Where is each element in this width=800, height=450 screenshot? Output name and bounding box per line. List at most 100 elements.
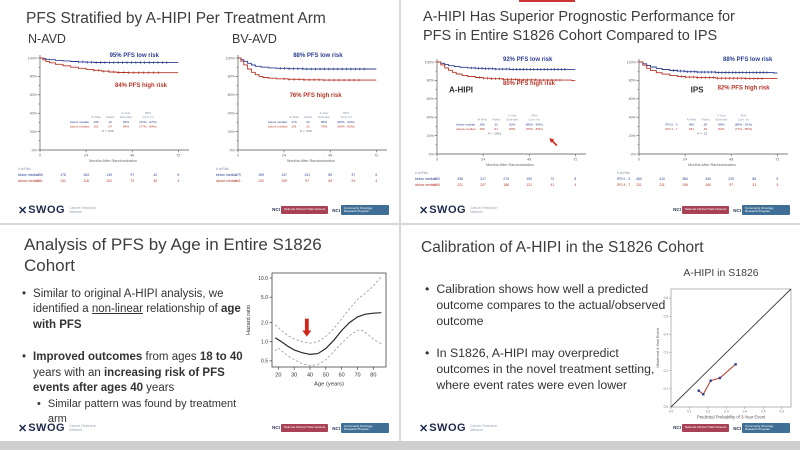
svg-text:63: 63 [328, 179, 332, 183]
svg-text:0.5: 0.5 [664, 314, 669, 318]
svg-text:80%: 80% [509, 127, 515, 131]
svg-text:48: 48 [527, 158, 531, 162]
svg-text:45: 45 [704, 127, 708, 131]
svg-text:100%: 100% [425, 60, 435, 64]
svg-text:above median: above median [268, 125, 288, 129]
svg-text:22: 22 [306, 120, 310, 124]
bullet-dot: • [22, 288, 27, 300]
svg-text:80%: 80% [30, 75, 38, 79]
svg-text:60%: 60% [427, 97, 435, 101]
ncorp-badge-box: Community Oncology Research Program [341, 422, 389, 434]
slide-footer: ✕ SWOG Cancer Research Network NCI Natio… [419, 419, 790, 437]
swog-logo: ✕ SWOG Cancer Research Network [18, 204, 96, 217]
nci-nctn-badge: NCI National Clinical Trials Network [272, 424, 329, 432]
nci-ncorp-badge: NCI Community Oncology Research Program [332, 422, 389, 434]
svg-text:24: 24 [84, 154, 88, 158]
svg-text:0: 0 [638, 158, 640, 162]
svg-text:Age (years): Age (years) [314, 382, 344, 388]
bullet-item: • Improved outcomes from ages 18 to 40 y… [22, 350, 250, 396]
slide-title: Analysis of PFS by Age in Entire S1826 C… [24, 235, 322, 275]
svg-text:0%: 0% [429, 152, 435, 156]
svg-text:31: 31 [752, 183, 756, 187]
svg-text:100%: 100% [226, 56, 236, 60]
svg-text:2-Year: 2-Year [320, 111, 329, 115]
svg-text:2-Year: 2-Year [122, 111, 131, 115]
svg-text:121: 121 [526, 183, 532, 187]
svg-text:207: 207 [480, 183, 486, 187]
bullet-text: Similar to original A-HIPI analysis, we … [33, 288, 241, 331]
svg-text:Estimate: Estimate [506, 118, 518, 122]
svg-text:196: 196 [682, 183, 688, 187]
svg-text:139: 139 [106, 173, 112, 177]
svg-text:above median: above median [70, 125, 90, 129]
svg-text:IPS 0 - 3: IPS 0 - 3 [617, 177, 630, 181]
svg-text:460: 460 [636, 177, 642, 181]
svg-text:80%: 80% [629, 79, 637, 83]
svg-text:102: 102 [106, 179, 112, 183]
calibration-chart: 0.00.0 0.1 0.1 0.2 0.2 0.3 0.3 0.4 0.4 0.5 0.5 0.6 0… [656, 288, 792, 420]
svg-text:48: 48 [328, 154, 332, 158]
nci-label: NCI [733, 207, 741, 213]
svg-text:179: 179 [291, 120, 296, 124]
svg-text:84% PFS high risk: 84% PFS high risk [115, 83, 168, 89]
svg-text:5.0: 5.0 [261, 295, 268, 301]
svg-text:Months After Randomization: Months After Randomization [486, 163, 534, 167]
svg-text:Conf. Int: Conf. Int [142, 115, 154, 119]
svg-text:33: 33 [306, 125, 310, 129]
svg-text:0.5: 0.5 [761, 410, 766, 414]
svg-text:Failed: Failed [304, 115, 313, 119]
svg-text:Estimate: Estimate [318, 115, 330, 119]
svg-text:2-Year: 2-Year [717, 113, 726, 117]
svg-text:88%: 88% [321, 120, 327, 124]
svg-text:20%: 20% [228, 130, 236, 134]
svg-text:231: 231 [689, 127, 694, 131]
svg-text:# at Risk: # at Risk [18, 167, 31, 171]
svg-text:below median: below median [268, 120, 287, 124]
svg-text:72: 72 [176, 154, 180, 158]
svg-text:147: 147 [281, 173, 287, 177]
swog-logo: ✕ SWOG Cancer Research Network [419, 422, 497, 435]
svg-text:below median: below median [70, 120, 89, 124]
svg-text:50: 50 [323, 373, 329, 379]
svg-text:0%: 0% [32, 148, 38, 152]
svg-text:72: 72 [775, 158, 779, 162]
svg-text:0: 0 [436, 158, 438, 162]
svg-text:92%: 92% [509, 122, 515, 126]
svg-text:IPS 4 - 7: IPS 4 - 7 [665, 127, 677, 131]
swog-tagline: Cancer Research Network [69, 423, 97, 432]
svg-text:384: 384 [682, 177, 688, 181]
svg-text:0.6: 0.6 [780, 410, 785, 414]
svg-text:IPS 0 - 3: IPS 0 - 3 [665, 122, 677, 126]
km-chart-ips: 0% 20% 40% 60% 80% 100% 0 24 48 72 Months After Ra… [617, 57, 788, 187]
nci-logos: NCI National Clinical Trials Network NCI… [272, 204, 389, 216]
svg-text:95% PFS low risk: 95% PFS low risk [110, 53, 160, 59]
svg-text:317: 317 [480, 177, 486, 181]
svg-text:40%: 40% [30, 112, 38, 116]
svg-text:(88% - 94%): (88% - 94%) [526, 122, 543, 126]
swog-x-icon: ✕ [419, 422, 429, 435]
svg-text:48: 48 [729, 158, 733, 162]
nci-label: NCI [332, 207, 340, 213]
svg-text:151: 151 [93, 125, 98, 129]
svg-text:76% PFS high risk: 76% PFS high risk [290, 93, 343, 99]
svg-text:Failed: Failed [492, 118, 501, 122]
svg-text:266: 266 [480, 127, 485, 131]
svg-text:(69% - 82%): (69% - 82%) [337, 125, 354, 129]
nci-label: NCI [673, 425, 681, 431]
nci-label: NCI [272, 207, 280, 213]
svg-text:(75% - 84%): (75% - 84%) [526, 127, 543, 131]
nci-label: NCI [733, 425, 741, 431]
svg-text:48: 48 [130, 154, 134, 158]
svg-text:141: 141 [235, 179, 241, 183]
bullet-text: In S1826, A-HIPI may overpredict outcome… [436, 345, 655, 393]
svg-text:95%: 95% [145, 111, 151, 115]
svg-text:Predicted Probability of 3-Yea: Predicted Probability of 3-Year Event [697, 415, 766, 420]
svg-text:221: 221 [457, 183, 463, 187]
svg-text:P = .008: P = .008 [300, 129, 312, 133]
svg-text:Hazard ratio: Hazard ratio [246, 305, 252, 335]
km-chart-bv-avd: 0% 20% 40% 60% 80% 100% 0 24 48 72 Months After Ra… [216, 53, 387, 183]
svg-text:84%: 84% [123, 125, 129, 129]
bullet-list: • Similar to original A-HIPI analysis, w… [22, 287, 250, 427]
